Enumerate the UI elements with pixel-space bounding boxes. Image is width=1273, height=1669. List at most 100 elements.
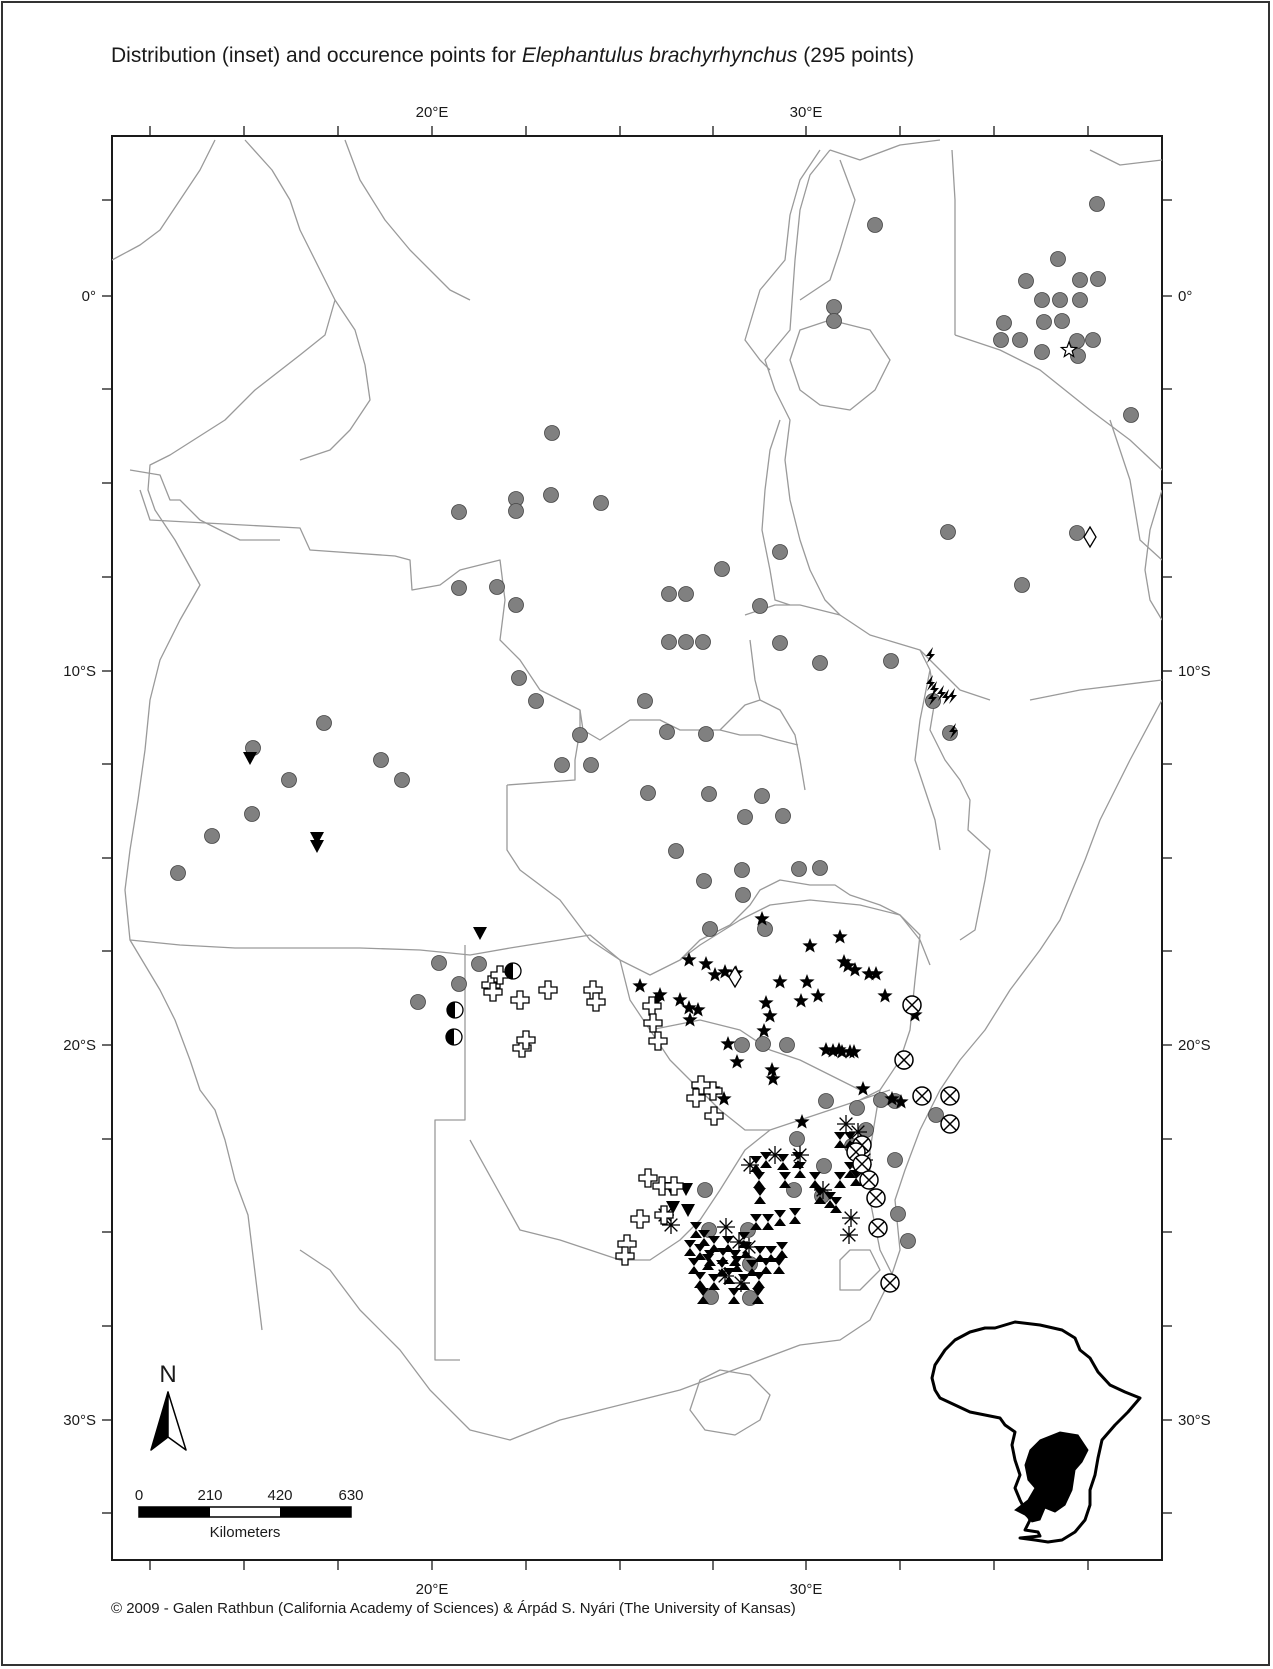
circle-x-marker <box>866 1188 886 1208</box>
black-star-marker <box>754 911 770 926</box>
asterisk-marker <box>814 1181 832 1199</box>
black-star-marker <box>681 952 697 967</box>
lightning-marker <box>942 689 951 705</box>
half-circle-group <box>445 962 522 1046</box>
gray-circle-marker <box>772 544 788 560</box>
gray-circle-marker <box>887 1152 903 1168</box>
gray-circle-marker <box>890 1206 906 1222</box>
circle-x-marker <box>940 1114 960 1134</box>
lesotho <box>689 1369 771 1436</box>
gray-circle-marker <box>849 1100 865 1116</box>
hourglass-marker <box>774 1210 786 1226</box>
black-star-marker <box>765 1071 781 1086</box>
black-star-marker <box>818 1042 834 1057</box>
scale-tick-210: 210 <box>197 1487 222 1504</box>
gray-circle-marker <box>1085 332 1101 348</box>
gray-circle-marker <box>410 994 426 1010</box>
scale-tick-0: 0 <box>135 1487 143 1504</box>
hourglass-marker <box>776 1242 788 1258</box>
drc-tanzania-border <box>744 149 821 371</box>
gray-circle-marker <box>1123 407 1139 423</box>
gray-circle-marker <box>637 693 653 709</box>
black-star-marker <box>698 956 714 971</box>
africa-inset <box>930 1320 1142 1544</box>
congo-border-north <box>344 139 471 301</box>
ne-boundaries <box>1029 149 1162 701</box>
black-star-marker <box>648 993 664 1008</box>
down-triangle-marker <box>310 832 324 845</box>
black-star-marker <box>836 954 852 969</box>
circle-x-marker <box>868 1218 888 1238</box>
zambia-border <box>506 699 806 791</box>
gray-circle-marker <box>1036 314 1052 330</box>
gray-circle-marker <box>394 772 410 788</box>
open-cross-marker <box>586 992 606 1012</box>
lat-label-right-10s: 10°S <box>1178 663 1211 680</box>
gray-circle-marker <box>489 579 505 595</box>
lightning-marker <box>928 690 937 706</box>
down-triangle-marker <box>473 927 487 940</box>
gray-circle-marker <box>826 299 842 315</box>
gulf-coast <box>112 139 216 261</box>
hourglass-marker <box>694 1244 706 1260</box>
hourglass-marker <box>690 1222 702 1238</box>
gray-circle-group <box>170 196 1139 1306</box>
lat-label-left-30s: 30°S <box>63 1412 96 1429</box>
gray-circle-marker <box>1089 196 1105 212</box>
lon-label-bottom-30e: 30°E <box>790 1581 823 1598</box>
gray-circle-marker <box>1070 348 1086 364</box>
gray-circle-marker <box>508 597 524 613</box>
gray-circle-marker <box>661 634 677 650</box>
gray-circle-marker <box>752 598 768 614</box>
open-cross-marker <box>538 980 558 1000</box>
north-label: N <box>159 1361 176 1388</box>
lon-label-top-30e: 30°E <box>790 104 823 121</box>
gray-circle-marker <box>316 715 332 731</box>
asterisk-marker <box>766 1146 784 1164</box>
scale-tick-630: 630 <box>338 1487 363 1504</box>
black-star-marker <box>652 987 668 1002</box>
gray-circle-marker <box>1072 292 1088 308</box>
hourglass-marker <box>688 1258 700 1274</box>
circle-x-marker <box>912 1086 932 1106</box>
gray-circle-marker <box>695 634 711 650</box>
black-star-marker <box>682 1012 698 1027</box>
black-star-marker <box>707 967 723 982</box>
gray-circle-marker <box>508 503 524 519</box>
gray-circle-marker <box>281 772 297 788</box>
lightning-marker <box>949 723 958 739</box>
open-diamond-marker <box>1083 525 1097 549</box>
gray-circle-marker <box>900 1233 916 1249</box>
gray-circle-marker <box>816 1158 832 1174</box>
black-star-marker <box>690 1002 706 1017</box>
uganda-lines <box>799 139 941 301</box>
circle-x-marker <box>859 1170 879 1190</box>
hourglass-marker <box>750 1214 762 1230</box>
black-star-marker <box>720 1036 736 1051</box>
asterisk-marker <box>716 1267 734 1285</box>
asterisk-marker <box>732 1274 750 1292</box>
gray-circle-marker <box>786 1182 802 1198</box>
open-cross-marker <box>704 1106 724 1126</box>
black-star-marker <box>884 1091 900 1106</box>
asterisk-marker <box>842 1209 860 1227</box>
lat-label-left-20s: 20°S <box>63 1037 96 1054</box>
gray-circle-marker <box>244 806 260 822</box>
gray-circle-marker <box>940 524 956 540</box>
open-cross-marker <box>615 1246 635 1266</box>
black-star-marker <box>802 938 818 953</box>
black-star-marker <box>834 1044 850 1059</box>
hourglass-marker <box>753 1272 765 1288</box>
gray-circle-marker <box>697 1182 713 1198</box>
circle-x-marker <box>852 1154 872 1174</box>
gray-circle-marker <box>1014 577 1030 593</box>
map-title: Distribution (inset) and occurence point… <box>111 44 915 67</box>
gray-circle-marker <box>678 634 694 650</box>
occurrence-points <box>170 196 1139 1306</box>
gray-circle-marker <box>204 828 220 844</box>
gray-circle-marker <box>431 955 447 971</box>
hourglass-marker <box>834 1132 846 1148</box>
black-star-marker <box>672 992 688 1007</box>
black-star-marker <box>799 974 815 989</box>
black-star-marker <box>632 978 648 993</box>
